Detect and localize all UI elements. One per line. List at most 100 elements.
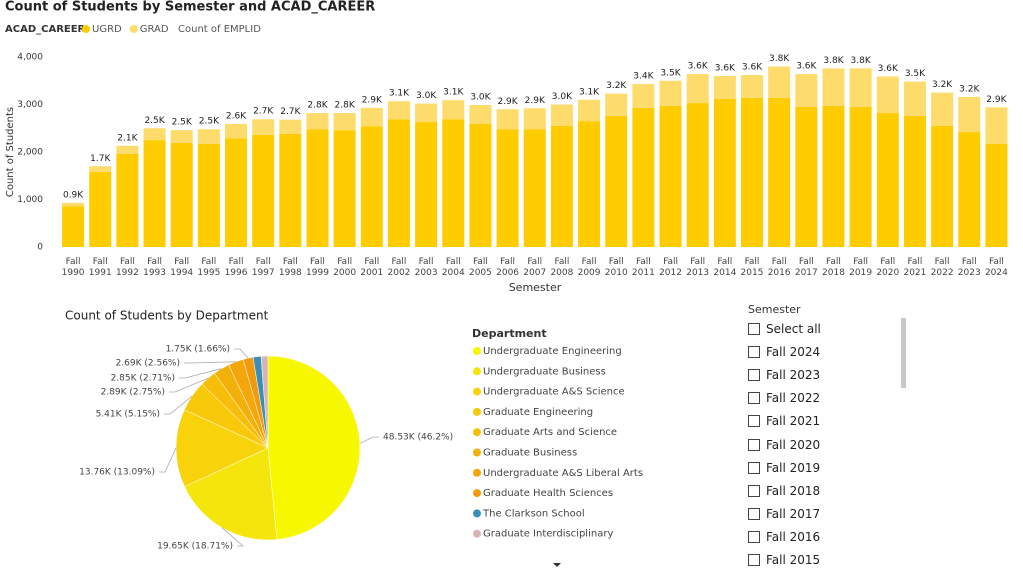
bar-segment — [741, 97, 764, 247]
slicer-item[interactable]: Fall 2015 — [748, 553, 820, 567]
x-tick-label: Fall 2008 — [550, 257, 574, 278]
bar-segment — [550, 104, 573, 126]
total-label: 3.4K — [633, 72, 654, 82]
leader-line — [222, 527, 245, 547]
bar-segment — [849, 106, 872, 247]
legend-entry: Undergraduate A&S Liberal Arts — [483, 468, 643, 479]
bar-segment — [89, 166, 112, 172]
x-tick-label: Fall 1993 — [143, 257, 166, 278]
data-label: 13.76K (13.09%) — [79, 468, 155, 478]
total-label: 0.9K — [63, 190, 84, 200]
y-tick-label: 0 — [37, 243, 43, 253]
legend-entry: Undergraduate A&S Science — [483, 387, 625, 398]
legend-entry: Undergraduate Business — [483, 366, 606, 377]
scrollbar[interactable] — [901, 318, 906, 388]
bar-segment — [469, 104, 492, 124]
legend-entry: Graduate Engineering — [483, 407, 593, 418]
slicer-item[interactable]: Fall 2019 — [748, 461, 820, 475]
slicer-label: Fall 2022 — [766, 391, 821, 406]
slicer-item[interactable]: Fall 2016 — [748, 530, 820, 544]
bar-segment — [822, 68, 845, 106]
more-arrow[interactable] — [553, 563, 561, 567]
checkbox[interactable] — [748, 323, 760, 335]
x-tick-label: Fall 2012 — [659, 257, 682, 278]
slicer-item[interactable]: Fall 2023 — [748, 368, 820, 382]
bar-segment — [197, 129, 220, 144]
legend-marker — [473, 347, 481, 355]
bar-segment — [279, 119, 302, 134]
bar-segment — [903, 115, 926, 248]
slicer-item[interactable]: Fall 2017 — [748, 507, 820, 521]
x-tick-label: Fall 2010 — [604, 257, 628, 278]
checkbox[interactable] — [748, 530, 760, 543]
bar-segment — [822, 105, 845, 247]
bar-segment — [659, 80, 682, 106]
checkbox[interactable] — [748, 346, 760, 359]
x-axis-title: Semester — [509, 281, 562, 294]
y-tick-label: 2,000 — [17, 148, 43, 158]
bar-segment — [632, 84, 655, 108]
checkbox[interactable] — [748, 507, 760, 520]
total-label: 3.8K — [823, 56, 844, 66]
bar-segment — [225, 138, 248, 247]
checkbox[interactable] — [748, 484, 760, 497]
bar-segment — [62, 202, 85, 207]
data-label: 2.89K (2.75%) — [101, 388, 165, 398]
checkbox[interactable] — [748, 392, 760, 405]
x-tick-label: Fall 2022 — [930, 257, 954, 278]
data-label: 48.53K (46.2%) — [383, 433, 453, 443]
slicer-item[interactable]: Select all — [748, 322, 821, 336]
bar-segment — [713, 76, 736, 99]
legend-marker — [473, 428, 481, 437]
checkbox[interactable] — [748, 415, 760, 428]
legend-entry: Graduate Business — [483, 448, 577, 459]
bar-segment — [360, 126, 383, 247]
bar-segment — [225, 123, 248, 139]
bar-segment — [469, 123, 492, 247]
x-tick-label: Fall 2004 — [441, 257, 465, 278]
bar-segment — [931, 92, 954, 126]
slicer-item[interactable]: Fall 2018 — [748, 484, 820, 498]
x-tick-label: Fall 2018 — [822, 257, 845, 278]
legend-entry: GRAD — [140, 24, 169, 35]
total-label: 2.1K — [117, 133, 138, 143]
x-tick-label: Fall 1994 — [170, 257, 194, 278]
legend-entry: Count of EMPLID — [178, 24, 261, 35]
y-tick-label: 4,000 — [17, 53, 43, 63]
legend-marker — [473, 367, 481, 376]
x-tick-label: Fall 2023 — [957, 257, 981, 278]
bar-segment — [686, 103, 709, 247]
slicer-item[interactable]: Fall 2021 — [748, 414, 820, 428]
total-label: 3.6K — [688, 62, 709, 72]
slicer-item[interactable]: Fall 2024 — [748, 345, 820, 359]
slicer-label: Fall 2018 — [766, 483, 821, 498]
x-tick-label: Fall 2013 — [686, 257, 710, 278]
pie-slice — [184, 447, 278, 541]
chart-title: Count of Students by Semester and ACAD_C… — [5, 0, 375, 15]
checkbox[interactable] — [748, 461, 760, 474]
bar-segment — [442, 119, 465, 247]
x-tick-label: Fall 2006 — [496, 257, 520, 278]
x-tick-label: Fall 2000 — [333, 257, 357, 278]
x-tick-label: Fall 2015 — [740, 257, 764, 278]
checkbox[interactable] — [748, 554, 760, 566]
bar-segment — [958, 96, 981, 133]
checkbox[interactable] — [748, 369, 760, 382]
total-label: 2.7K — [253, 107, 274, 117]
checkbox[interactable] — [748, 438, 760, 451]
leader-line — [234, 348, 249, 359]
x-tick-label: Fall 1995 — [197, 257, 221, 278]
bar-segment — [387, 101, 410, 120]
bar-segment — [768, 97, 791, 247]
bar-segment — [306, 113, 329, 130]
bar-segment — [387, 119, 410, 247]
slicer-item[interactable]: Fall 2022 — [748, 391, 820, 405]
bar-segment — [849, 68, 872, 107]
pie-slice — [267, 355, 361, 540]
x-tick-label: Fall 1998 — [278, 257, 302, 278]
bar-segment — [116, 153, 139, 247]
slicer-item[interactable]: Fall 2020 — [748, 438, 820, 452]
total-label: 3.2K — [932, 80, 953, 90]
x-tick-label: Fall 2001 — [360, 257, 384, 278]
